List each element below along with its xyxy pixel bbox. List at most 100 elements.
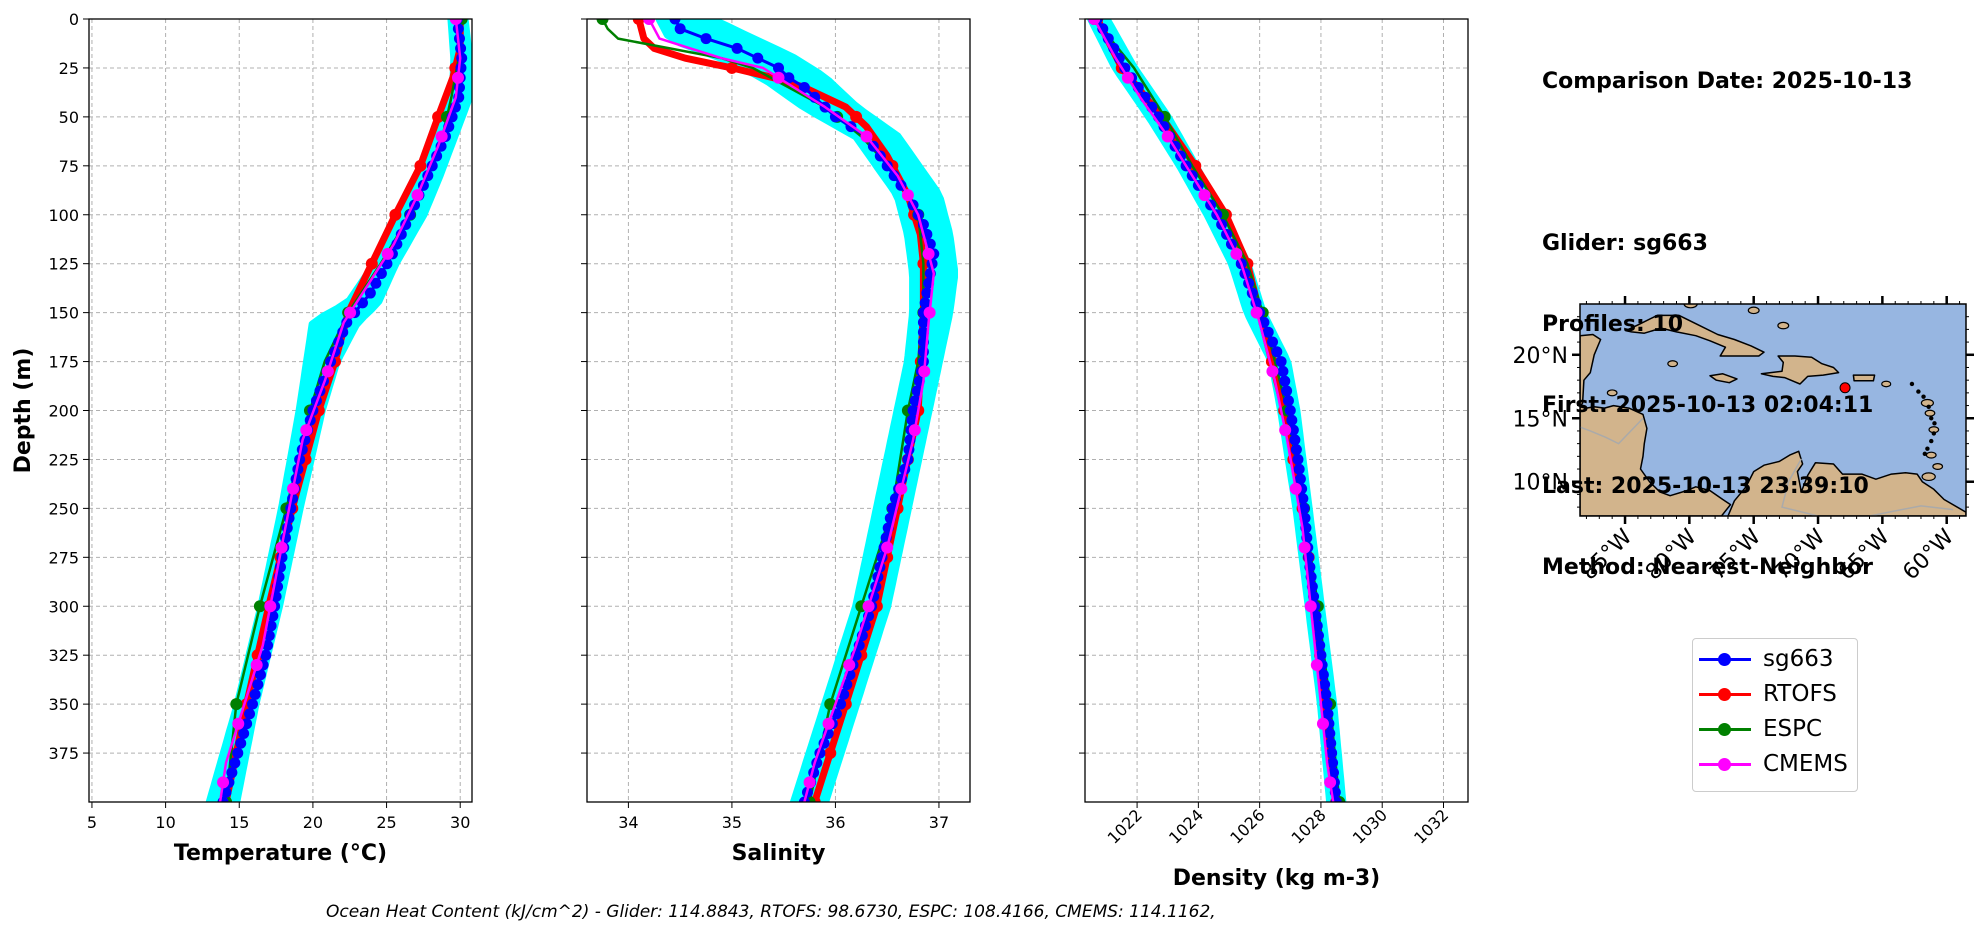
x-tick-label: 35	[722, 813, 742, 832]
legend-label: CMEMS	[1763, 751, 1848, 777]
data-point	[1317, 669, 1329, 681]
x-tick-label: 36	[825, 813, 845, 832]
profile-panels: 0 25 50 75 100 125 150 175 200 225 250 275 300 325 350…	[11, 10, 1469, 891]
data-point	[1279, 375, 1291, 387]
legend-label: RTOFS	[1763, 681, 1837, 707]
data-point	[1326, 747, 1338, 759]
data-point	[1315, 649, 1327, 661]
series-line	[218, 19, 462, 802]
border-line	[1781, 458, 1819, 516]
data-point	[1322, 708, 1334, 720]
y-tick-label: 300	[48, 597, 79, 616]
data-point	[1293, 463, 1305, 475]
land-puerto-rico	[1852, 374, 1876, 382]
data-point	[287, 482, 300, 495]
info-box: Comparison Date: 2025-10-13 Glider: sg66…	[1542, 14, 1912, 608]
land-south-america	[1727, 450, 1966, 516]
data-point	[1312, 630, 1324, 642]
data-point	[835, 698, 847, 710]
data-point	[850, 110, 863, 123]
data-point	[918, 365, 931, 378]
data-point	[1262, 326, 1274, 338]
data-point	[254, 669, 266, 681]
data-point	[357, 297, 369, 309]
data-point	[247, 698, 259, 710]
x-tick-label: 20	[303, 813, 323, 832]
x-tick-label: 1022	[1104, 805, 1146, 847]
data-point	[1198, 189, 1211, 202]
y-tick-label: 100	[48, 206, 79, 225]
data-point	[906, 414, 918, 426]
y-tick-label: 350	[48, 695, 79, 714]
data-point	[217, 776, 230, 789]
data-point	[232, 717, 245, 730]
data-point	[452, 71, 465, 84]
land-island	[1667, 360, 1679, 368]
x-tick-label: 1032	[1410, 805, 1452, 847]
data-point	[1327, 757, 1339, 769]
data-point	[1324, 776, 1337, 789]
land-central-america	[1580, 333, 1732, 516]
data-point	[921, 287, 933, 299]
data-point	[1319, 679, 1331, 691]
data-point	[1311, 620, 1323, 632]
island-dot	[1931, 431, 1937, 436]
data-point	[1267, 336, 1279, 348]
data-point	[414, 159, 427, 172]
y-tick-label: 125	[48, 255, 79, 274]
data-point	[253, 600, 266, 613]
x-tick-label: 1024	[1165, 805, 1207, 847]
island-dot	[1929, 438, 1934, 444]
y-tick-label: 75	[59, 157, 79, 176]
data-point	[321, 365, 334, 378]
y-tick-label: 25	[59, 59, 79, 78]
data-point	[365, 257, 378, 270]
plot-area	[205, 19, 472, 802]
plot-area	[596, 19, 958, 802]
data-point	[824, 747, 837, 760]
data-point	[1281, 385, 1293, 397]
data-point	[260, 649, 272, 661]
island-dot	[1922, 451, 1928, 456]
data-point	[264, 600, 277, 613]
data-point	[1290, 444, 1302, 456]
legend-item-cmems: CMEMS	[1699, 747, 1848, 781]
glider-name: Glider: sg663	[1542, 231, 1708, 256]
island-dot	[1932, 421, 1937, 426]
data-point	[895, 482, 908, 495]
y-tick-label: 200	[48, 402, 79, 421]
data-point	[922, 247, 935, 260]
map-frame	[1579, 303, 1967, 517]
series-cmems	[643, 19, 936, 802]
data-point	[456, 52, 468, 64]
data-point	[262, 639, 274, 651]
panel-0: 0 25 50 75 100 125 150 175 200 225 250 275 300 325 350…	[11, 10, 473, 866]
data-point	[772, 71, 785, 84]
legend-label: sg663	[1763, 646, 1834, 672]
y-tick-label: 150	[48, 304, 79, 323]
y-axis-label: Depth (m)	[11, 348, 36, 474]
data-point	[1289, 434, 1301, 446]
data-point	[909, 395, 921, 407]
data-point	[344, 306, 357, 319]
y-tick-label: 175	[48, 353, 79, 372]
x-tick-label: 10	[155, 813, 175, 832]
data-point	[1189, 159, 1202, 172]
land-island	[1747, 306, 1760, 315]
data-point	[455, 62, 467, 74]
last-time: Last: 2025-10-13 23:39:10	[1542, 474, 1869, 499]
legend-item-espc: ESPC	[1699, 712, 1822, 746]
island-dot	[1929, 416, 1934, 421]
data-point	[632, 19, 645, 25]
data-point	[829, 111, 841, 123]
series-cmems	[217, 19, 465, 802]
land-island	[1921, 472, 1936, 482]
panel-1: 34 35 36 37 Salinity	[581, 18, 971, 866]
land-island	[1924, 409, 1936, 417]
data-point	[923, 306, 936, 319]
legend-item-sg663: sg663	[1699, 642, 1833, 676]
data-point	[901, 189, 914, 202]
data-point	[1320, 688, 1332, 700]
legend-line-rtofs	[1699, 687, 1751, 701]
y-tick-label: 325	[48, 646, 79, 665]
